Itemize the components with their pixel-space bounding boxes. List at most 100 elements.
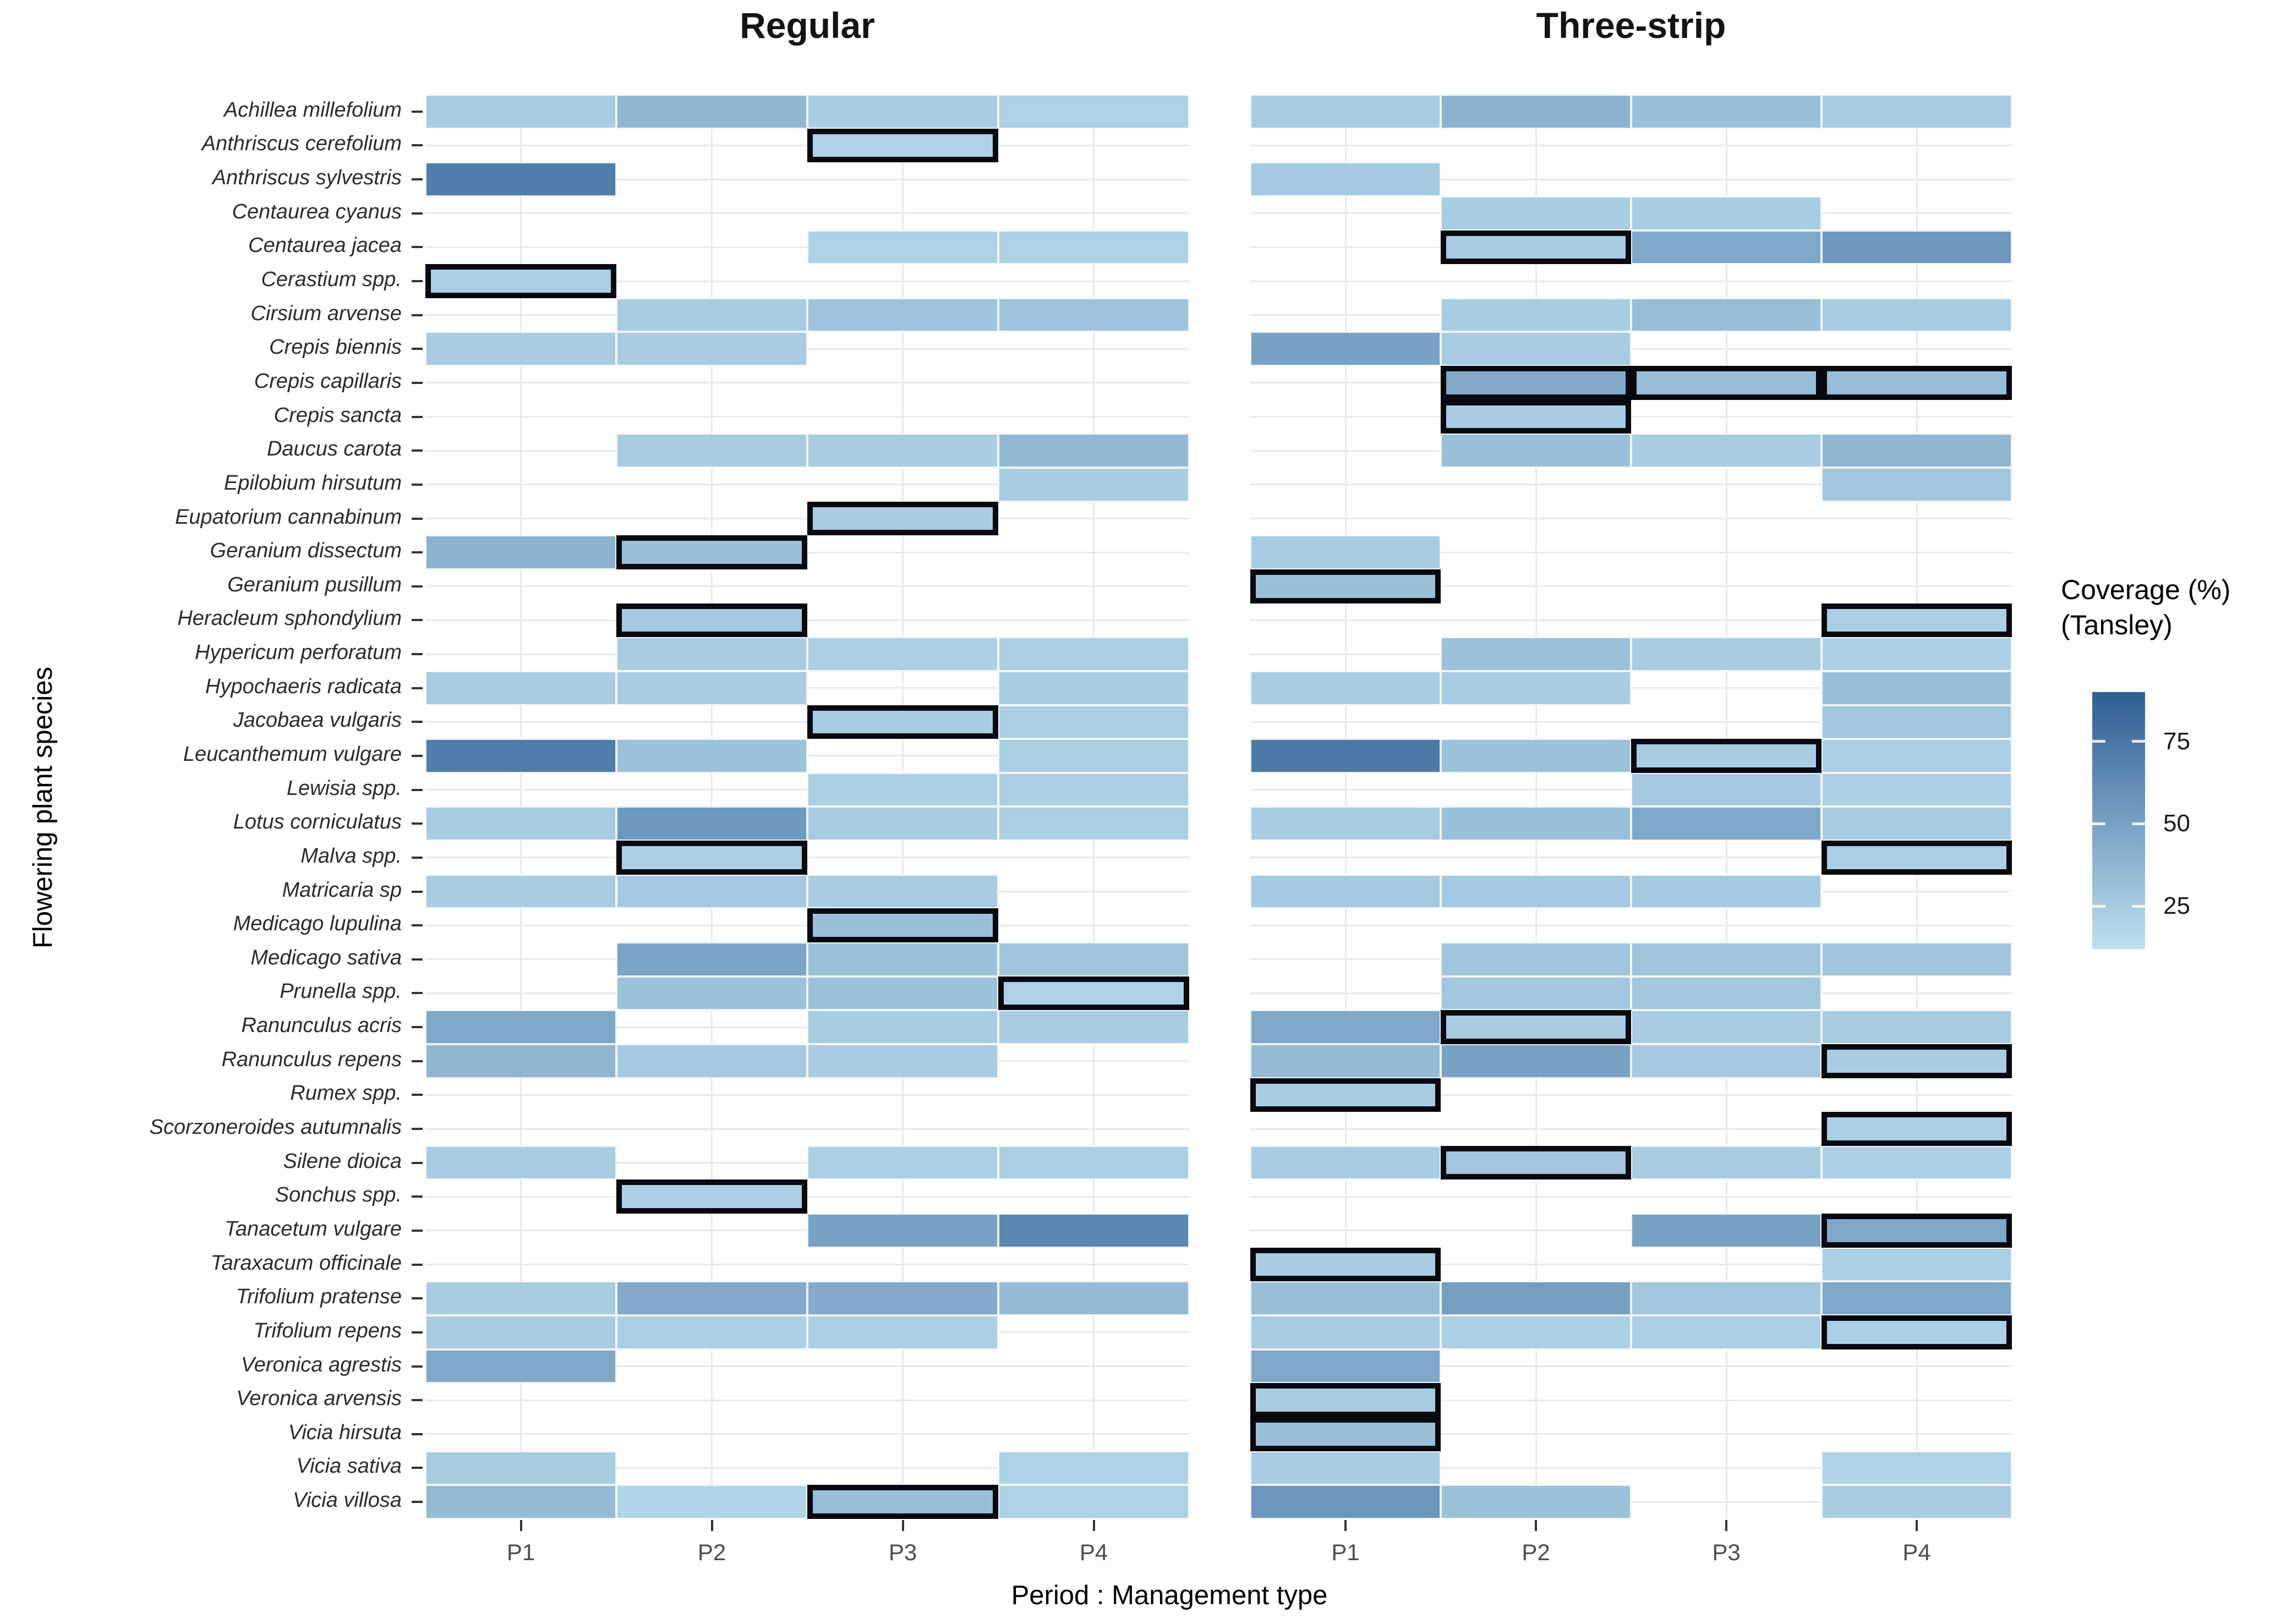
heatmap-cell-outlined: [998, 976, 1189, 1011]
gridline-horizontal: [425, 1365, 1189, 1367]
species-label: Lewisia spp.: [286, 776, 402, 800]
heatmap-cell: [1821, 942, 2012, 976]
y-axis-tick: [412, 1060, 423, 1062]
heatmap-cell: [1821, 772, 2012, 807]
heatmap-cell-outlined: [616, 603, 807, 638]
gridline-horizontal: [425, 687, 1189, 689]
gridline-horizontal: [425, 755, 1189, 757]
heatmap-cell-outlined: [1441, 230, 1631, 265]
heatmap-cell: [807, 772, 998, 807]
heatmap-cell-outlined: [1250, 1383, 1441, 1417]
heatmap-cell: [425, 874, 616, 909]
gridline-horizontal: [1250, 1128, 2012, 1130]
heatmap-cell-outlined: [1250, 1247, 1441, 1282]
heatmap-cell-outlined: [1821, 366, 2012, 400]
gridline-horizontal: [1250, 619, 2012, 621]
gridline-horizontal: [1250, 144, 2012, 146]
heatmap-cell-outlined: [616, 841, 807, 875]
heatmap-cell: [616, 1044, 807, 1078]
heatmap-cell: [1250, 95, 1441, 129]
heatmap-cell: [807, 1044, 998, 1078]
heatmap-cell: [807, 230, 998, 265]
heatmap-cell-outlined: [425, 264, 616, 298]
gridline-horizontal: [1250, 1195, 2012, 1198]
gridline-horizontal: [425, 1467, 1189, 1469]
x-axis-tick: [1092, 1520, 1095, 1531]
heatmap-cell: [1631, 95, 1821, 129]
heatmap-cell: [1250, 671, 1441, 705]
species-label: Daucus carota: [266, 437, 402, 461]
gridline-horizontal: [1250, 280, 2012, 282]
y-axis-tick: [412, 1263, 423, 1266]
species-label: Eupatorium cannabinum: [175, 505, 402, 529]
legend-tick-mark: [2132, 904, 2145, 908]
gridline-horizontal: [425, 280, 1189, 282]
heatmap-cell: [1631, 772, 1821, 807]
heatmap-cell: [998, 739, 1189, 773]
y-axis-tick: [412, 483, 423, 486]
species-label: Hypochaeris radicata: [205, 674, 402, 698]
heatmap-cell: [616, 332, 807, 366]
heatmap-cell: [1631, 637, 1821, 671]
heatmap-cell: [998, 671, 1189, 705]
gridline-horizontal: [1250, 551, 2012, 553]
gridline-horizontal: [425, 348, 1189, 350]
legend-tick-mark: [2132, 740, 2145, 743]
heatmap-cell: [998, 637, 1189, 671]
gridline-horizontal: [425, 1128, 1189, 1130]
heatmap-cell: [807, 1145, 998, 1180]
heatmap-cell: [1631, 1281, 1821, 1316]
heatmap-cell: [1441, 196, 1631, 231]
species-label: Cerastium spp.: [261, 268, 402, 292]
y-axis-tick: [412, 178, 423, 181]
heatmap-cell-outlined: [616, 535, 807, 569]
heatmap-cell: [1250, 162, 1441, 196]
heatmap-cell: [1441, 434, 1631, 468]
species-label: Crepis biennis: [269, 336, 402, 359]
heatmap-cell: [1821, 671, 2012, 705]
species-label: Vicia villosa: [293, 1489, 402, 1512]
heatmap-cell: [1821, 806, 2012, 841]
y-axis-tick: [412, 1094, 423, 1096]
gridline-horizontal: [425, 484, 1189, 486]
gridline-horizontal: [1250, 518, 2012, 519]
y-axis-tick: [412, 551, 423, 554]
heatmap-cell: [1441, 976, 1631, 1011]
species-label: Medicago lupulina: [233, 912, 402, 936]
y-axis-tick: [412, 1161, 423, 1164]
y-axis-tick: [412, 314, 423, 316]
species-label: Crepis capillaris: [254, 369, 402, 393]
heatmap-cell-outlined: [1441, 1145, 1631, 1180]
heatmap-cell: [1821, 705, 2012, 739]
legend-tick-mark: [2132, 822, 2145, 825]
heatmap-cell: [1250, 1485, 1441, 1519]
heatmap-cell: [998, 705, 1189, 739]
y-axis-tick: [412, 721, 423, 723]
heatmap-cell: [1441, 806, 1631, 841]
y-axis-tick: [412, 415, 423, 418]
x-axis-tick: [519, 1520, 522, 1531]
heatmap-cell: [807, 298, 998, 332]
heatmap-cell: [1821, 1281, 2012, 1316]
legend-tick-mark: [2092, 822, 2105, 825]
heatmap-cell: [425, 95, 616, 129]
heatmap-cell: [1631, 1214, 1821, 1248]
y-axis-tick: [412, 1297, 423, 1300]
heatmap-cell: [998, 806, 1189, 841]
heatmap-cell: [1631, 1010, 1821, 1044]
species-label: Veronica arvensis: [236, 1387, 402, 1411]
species-label: Sonchus spp.: [275, 1183, 402, 1207]
species-label: Heracleum sphondylium: [177, 607, 402, 630]
heatmap-cell: [1250, 1010, 1441, 1044]
heatmap-cell: [425, 162, 616, 196]
heatmap-cell: [1250, 1451, 1441, 1485]
heatmap-cell: [1250, 1145, 1441, 1180]
y-axis-tick: [412, 585, 423, 588]
heatmap-cell: [616, 1315, 807, 1349]
gridline-horizontal: [425, 1399, 1189, 1401]
heatmap-cell: [1821, 468, 2012, 502]
heatmap-cell: [1250, 1349, 1441, 1384]
heatmap-cell: [1441, 332, 1631, 366]
heatmap-cell: [425, 1349, 616, 1384]
